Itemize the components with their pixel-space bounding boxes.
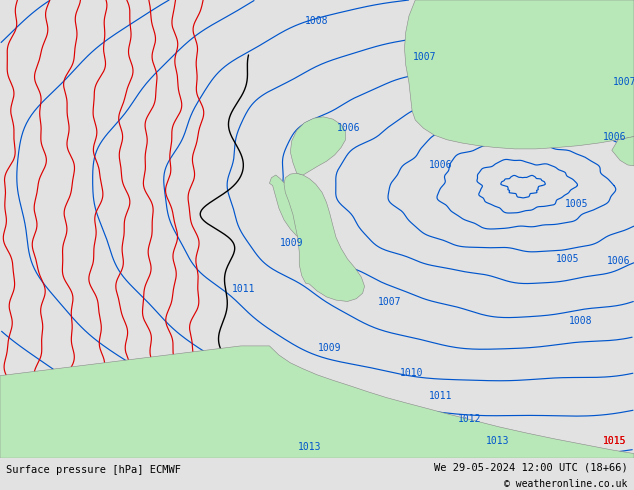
Text: 1008: 1008 <box>568 316 592 326</box>
Text: 1006: 1006 <box>337 123 361 133</box>
Polygon shape <box>612 137 634 166</box>
Text: 1011: 1011 <box>429 392 453 401</box>
Text: 1008: 1008 <box>305 16 329 25</box>
Polygon shape <box>290 117 346 175</box>
Polygon shape <box>284 173 365 301</box>
Text: Surface pressure [hPa] ECMWF: Surface pressure [hPa] ECMWF <box>6 465 181 475</box>
Text: 1012: 1012 <box>457 414 481 424</box>
Text: 1007: 1007 <box>378 297 402 307</box>
Text: 1006: 1006 <box>429 160 453 170</box>
Text: 1015: 1015 <box>603 436 627 446</box>
Text: 1010: 1010 <box>400 368 424 378</box>
Text: © weatheronline.co.uk: © weatheronline.co.uk <box>504 479 628 490</box>
Text: 1005: 1005 <box>565 199 589 209</box>
Text: 1006: 1006 <box>606 256 630 266</box>
Polygon shape <box>404 0 634 149</box>
Text: 1011: 1011 <box>232 284 256 294</box>
Text: 1006: 1006 <box>603 132 627 143</box>
Text: We 29-05-2024 12:00 UTC (18+66): We 29-05-2024 12:00 UTC (18+66) <box>434 462 628 472</box>
Text: 1015: 1015 <box>603 436 627 446</box>
Text: 1005: 1005 <box>555 254 579 264</box>
Text: 1007: 1007 <box>413 52 437 62</box>
Text: 1009: 1009 <box>318 343 342 353</box>
Polygon shape <box>0 346 634 458</box>
Text: 1007: 1007 <box>612 77 634 88</box>
Text: 1009: 1009 <box>280 238 304 248</box>
Text: 1013: 1013 <box>486 436 510 446</box>
Polygon shape <box>269 175 316 239</box>
Text: 1013: 1013 <box>297 441 321 452</box>
